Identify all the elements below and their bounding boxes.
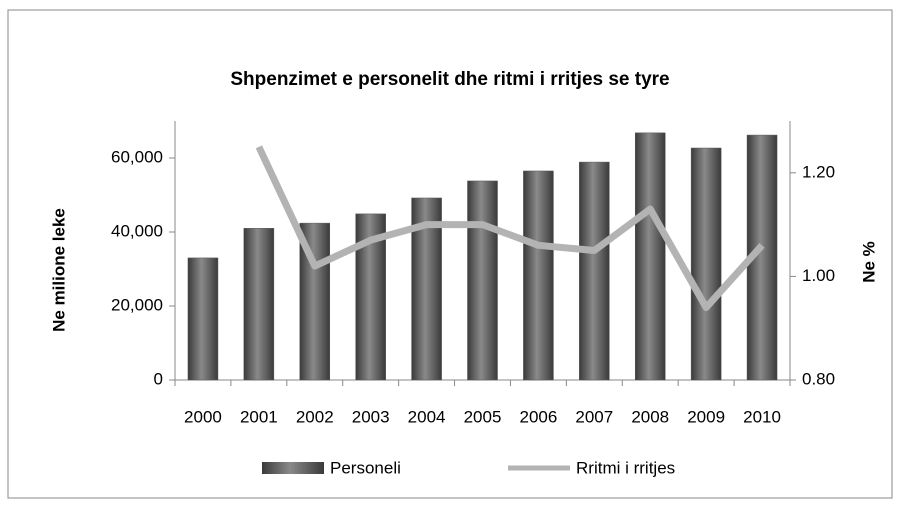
- legend-label: Personeli: [330, 458, 401, 477]
- y2-axis-title: Ne %: [859, 241, 878, 283]
- chart-title: Shpenzimet e personelit dhe ritmi i rrit…: [230, 69, 669, 90]
- y-tick-label: 0: [154, 369, 163, 388]
- legend-swatch: [262, 462, 324, 474]
- y-tick-label: 20,000: [111, 295, 163, 314]
- y-axis-title: Ne milione leke: [49, 208, 68, 332]
- bar: [579, 161, 610, 381]
- bar: [690, 147, 722, 381]
- bar: [411, 197, 442, 381]
- legend-label: Rritmi i rritjes: [576, 458, 675, 477]
- bar: [467, 180, 498, 381]
- x-tick-label: 2009: [687, 407, 725, 426]
- x-tick-label: 2004: [408, 407, 446, 426]
- x-tick-label: 2006: [519, 407, 557, 426]
- x-tick-label: 2000: [184, 407, 222, 426]
- frame: [7, 9, 893, 499]
- x-tick-label: 2003: [352, 407, 390, 426]
- y2-tick-label: 1.00: [802, 266, 835, 285]
- y2-tick-label: 0.80: [802, 369, 835, 388]
- line: [255, 145, 765, 311]
- x-tick-label: 2001: [240, 407, 278, 426]
- x-tick-label: 2002: [296, 407, 334, 426]
- bar: [634, 132, 666, 381]
- bar: [187, 257, 219, 381]
- y-tick-label: 40,000: [111, 221, 163, 240]
- y-tick-label: 60,000: [111, 147, 163, 166]
- x-tick-label: 2007: [575, 407, 613, 426]
- x-tick-label: 2008: [631, 407, 669, 426]
- x-tick-label: 2010: [743, 407, 781, 426]
- y2-tick-label: 1.20: [802, 162, 835, 181]
- x-tick-label: 2005: [464, 407, 502, 426]
- bar: [243, 228, 275, 381]
- bar: [523, 170, 554, 381]
